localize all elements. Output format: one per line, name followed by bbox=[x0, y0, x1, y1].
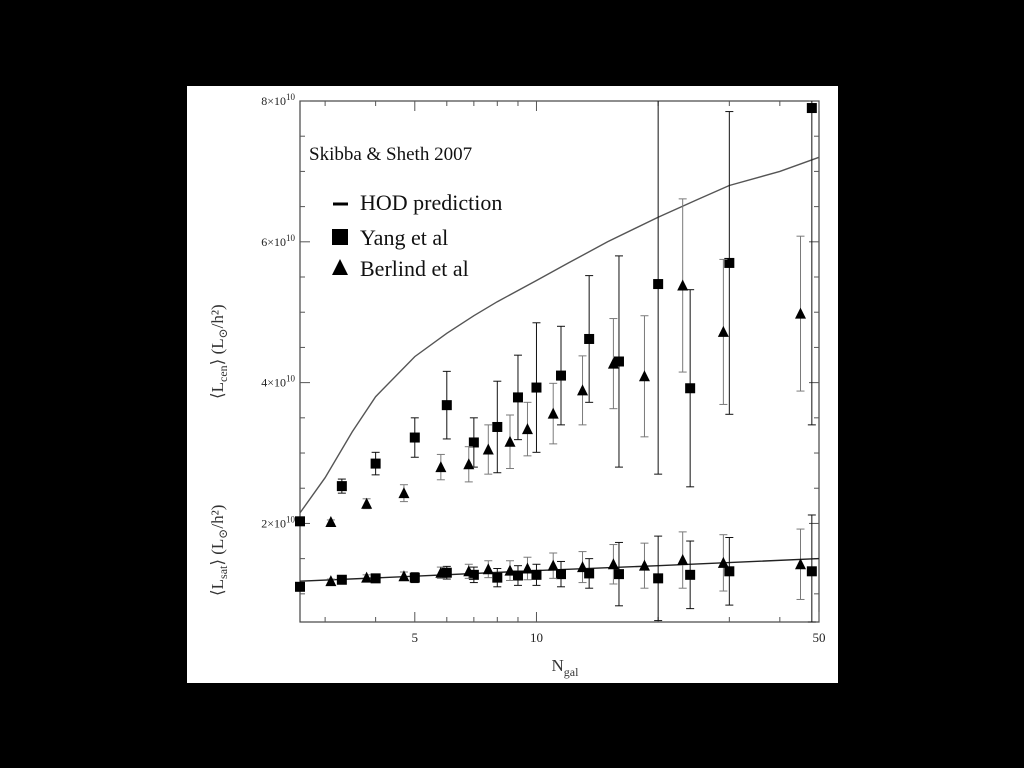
square-marker bbox=[295, 581, 305, 592]
triangle-marker bbox=[607, 357, 619, 369]
y-axis-label-central: ⟨Lcen⟩ (L⊙/h²) bbox=[208, 304, 230, 399]
triangle-marker bbox=[638, 370, 650, 382]
triangle-marker bbox=[325, 516, 337, 528]
credit-text: Skibba & Sheth 2007 bbox=[309, 144, 472, 165]
x-tick-label: 50 bbox=[813, 630, 826, 645]
triangle-marker bbox=[463, 458, 475, 470]
x-tick-label: 5 bbox=[412, 630, 419, 645]
square-marker bbox=[531, 382, 542, 393]
square-marker bbox=[512, 392, 523, 403]
x-axis-label: Ngal bbox=[552, 656, 580, 679]
hod-curves bbox=[299, 156, 820, 582]
tick-labels: 5 10 50 2×1010 4×1010 6×1010 8×1010 bbox=[261, 92, 825, 645]
triangle-marker bbox=[717, 556, 729, 568]
triangle-marker bbox=[795, 558, 807, 570]
triangle-marker bbox=[677, 279, 689, 291]
square-marker bbox=[370, 458, 381, 469]
square-marker bbox=[295, 516, 305, 527]
square-marker bbox=[468, 569, 479, 580]
square-marker bbox=[441, 567, 452, 578]
triangle-marker bbox=[435, 461, 447, 473]
triangle-marker bbox=[638, 559, 650, 571]
triangle-marker bbox=[504, 564, 516, 576]
square-marker bbox=[370, 573, 381, 584]
square-marker bbox=[531, 569, 542, 580]
square-marker bbox=[409, 432, 420, 443]
legend: HOD prediction Yang et al Berlind et al bbox=[332, 190, 502, 281]
legend-item-berlind: Berlind et al bbox=[332, 256, 469, 281]
hod-curve-central bbox=[299, 156, 820, 514]
legend-label-yang: Yang et al bbox=[360, 225, 448, 250]
plot-border bbox=[299, 100, 820, 623]
x-tick-label: 10 bbox=[530, 630, 543, 645]
triangle-marker bbox=[547, 559, 559, 571]
triangle-marker bbox=[521, 562, 533, 574]
legend-square-icon bbox=[332, 229, 348, 245]
legend-label-berlind: Berlind et al bbox=[360, 256, 469, 281]
triangle-marker bbox=[398, 570, 410, 582]
triangle-marker bbox=[521, 423, 533, 435]
square-marker bbox=[336, 574, 347, 585]
plot-frame bbox=[299, 100, 820, 623]
triangle-marker bbox=[398, 487, 410, 499]
triangle-marker bbox=[325, 575, 337, 587]
square-marker bbox=[556, 569, 567, 580]
square-marker bbox=[724, 566, 735, 577]
square-marker bbox=[685, 569, 696, 580]
triangle-marker bbox=[435, 566, 447, 578]
triangle-marker bbox=[361, 497, 373, 509]
square-marker bbox=[584, 333, 595, 344]
square-marker bbox=[653, 573, 664, 584]
y-tick-label: 6×1010 bbox=[261, 233, 295, 249]
triangle-marker bbox=[482, 563, 494, 575]
triangle-marker bbox=[577, 561, 589, 573]
triangle-marker bbox=[795, 307, 807, 319]
legend-item-hod: HOD prediction bbox=[333, 190, 502, 215]
triangle-marker bbox=[547, 407, 559, 419]
y-tick-label: 8×1010 bbox=[261, 92, 295, 108]
triangle-marker bbox=[463, 565, 475, 577]
square-marker bbox=[806, 566, 817, 577]
figure-panel: 5 10 50 2×1010 4×1010 6×1010 8×1010 Skibba & S… bbox=[187, 86, 838, 683]
y-tick-label: 4×1010 bbox=[261, 374, 295, 390]
square-marker bbox=[556, 370, 567, 381]
triangle-marker bbox=[361, 571, 373, 583]
square-marker bbox=[613, 356, 624, 367]
square-marker bbox=[492, 421, 503, 432]
data-points bbox=[295, 101, 817, 623]
square-marker bbox=[653, 279, 664, 290]
triangle-marker bbox=[717, 325, 729, 337]
triangle-marker bbox=[504, 435, 516, 447]
square-marker bbox=[584, 568, 595, 579]
square-marker bbox=[468, 437, 479, 448]
square-marker bbox=[512, 570, 523, 581]
square-marker bbox=[409, 572, 420, 583]
y-axis-label-satellite: ⟨Lsat⟩ (L⊙/h²) bbox=[208, 505, 230, 596]
triangle-marker bbox=[607, 558, 619, 570]
triangle-marker bbox=[577, 384, 589, 396]
square-marker bbox=[492, 572, 503, 583]
triangle-marker bbox=[677, 554, 689, 566]
square-marker bbox=[336, 481, 347, 492]
legend-label-hod: HOD prediction bbox=[360, 190, 502, 215]
square-marker bbox=[685, 383, 696, 394]
y-tick-label: 2×1010 bbox=[261, 514, 295, 530]
square-marker bbox=[724, 257, 735, 268]
triangle-marker bbox=[482, 443, 494, 455]
legend-triangle-icon bbox=[332, 259, 348, 275]
tick-marks bbox=[300, 100, 820, 622]
luminosity-chart: 5 10 50 2×1010 4×1010 6×1010 8×1010 Skibba & S… bbox=[208, 92, 826, 679]
square-marker bbox=[806, 103, 817, 114]
legend-item-yang: Yang et al bbox=[332, 225, 448, 250]
square-marker bbox=[613, 569, 624, 580]
square-marker bbox=[441, 400, 452, 411]
